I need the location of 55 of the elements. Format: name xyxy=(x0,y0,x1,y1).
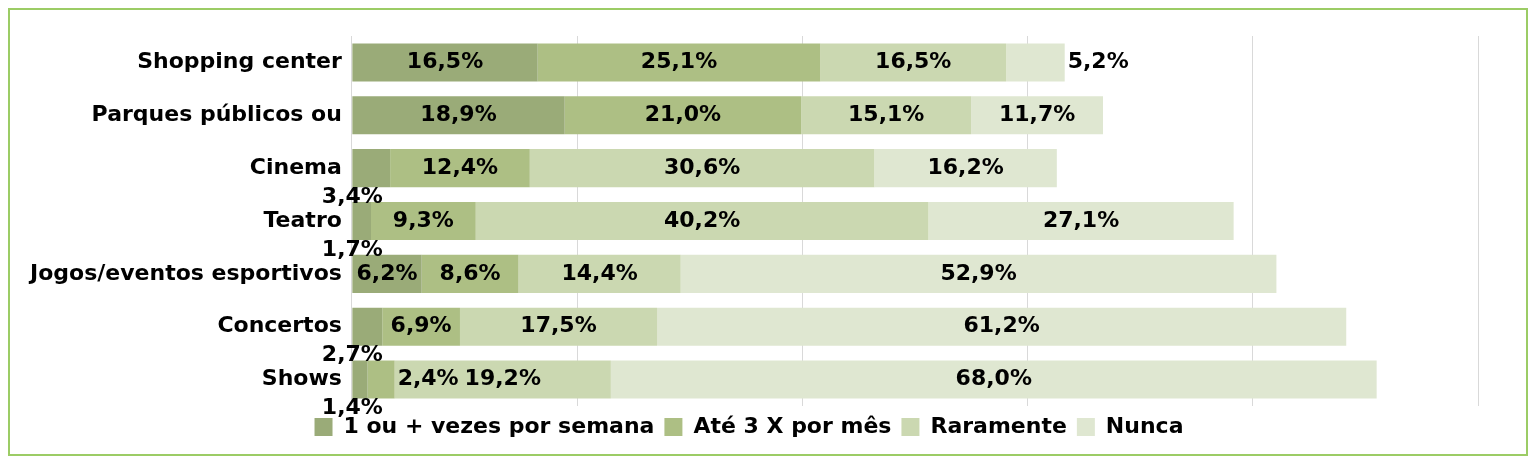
bar xyxy=(352,43,538,82)
bar xyxy=(459,307,658,346)
data-label: 12,4% xyxy=(421,153,499,179)
y-tick-label: Parques públicos ou xyxy=(91,101,342,126)
data-label: 40,2% xyxy=(663,206,741,232)
bar xyxy=(537,43,821,82)
y-tick-label: Cinema xyxy=(249,153,342,179)
data-label: 6,2% xyxy=(356,259,418,285)
data-label: 5,2% xyxy=(1067,48,1129,74)
bar xyxy=(518,254,681,293)
bar xyxy=(1006,43,1065,82)
bar xyxy=(352,96,565,135)
y-tick-label: Jogos/eventos esportivos xyxy=(28,259,342,285)
data-label: 9,3% xyxy=(392,206,454,232)
bar xyxy=(928,201,1234,241)
bar xyxy=(820,43,1007,82)
bar xyxy=(874,149,1057,188)
data-label: 61,2% xyxy=(963,312,1040,338)
data-label: 52,9% xyxy=(940,259,1017,285)
y-tick-label: Shopping center xyxy=(137,48,342,74)
legend-label: Nunca xyxy=(1105,412,1184,438)
data-label: 8,6% xyxy=(439,259,501,285)
legend-label: Raramente xyxy=(930,412,1067,438)
data-label: 17,5% xyxy=(520,312,597,338)
bar xyxy=(610,360,1377,399)
y-tick-label: Concertos xyxy=(217,312,342,338)
bar xyxy=(352,149,391,188)
data-label: 18,9% xyxy=(420,101,497,126)
data-label: 2,7% xyxy=(321,341,383,367)
data-label: 30,6% xyxy=(663,153,741,179)
data-label: 3,4% xyxy=(321,182,383,208)
data-label: 16,2% xyxy=(927,153,1004,179)
bar xyxy=(352,307,383,346)
bar xyxy=(680,254,1277,293)
data-label: 6,9% xyxy=(390,312,452,338)
data-label: 14,4% xyxy=(561,259,638,285)
bar xyxy=(657,307,1347,346)
data-label: 27,1% xyxy=(1042,206,1120,232)
bar xyxy=(529,149,875,188)
data-label: 19,2% xyxy=(464,365,541,391)
data-label: 15,1% xyxy=(848,101,925,126)
legend-label: Até 3 X por mês xyxy=(693,412,892,438)
data-label: 16,5% xyxy=(875,48,952,74)
bar xyxy=(564,96,802,135)
data-label: 16,5% xyxy=(406,48,484,74)
data-label: 25,1% xyxy=(640,48,718,74)
y-tick-label: Teatro xyxy=(263,206,342,232)
data-label: 2,4% xyxy=(397,365,459,391)
y-tick-label: Shows xyxy=(261,365,342,391)
bar xyxy=(475,201,929,241)
bar xyxy=(801,96,972,135)
data-label: 68,0% xyxy=(955,365,1032,391)
data-label: 1,7% xyxy=(321,235,383,261)
data-label: 21,0% xyxy=(644,101,722,126)
data-label: 11,7% xyxy=(998,101,1076,126)
